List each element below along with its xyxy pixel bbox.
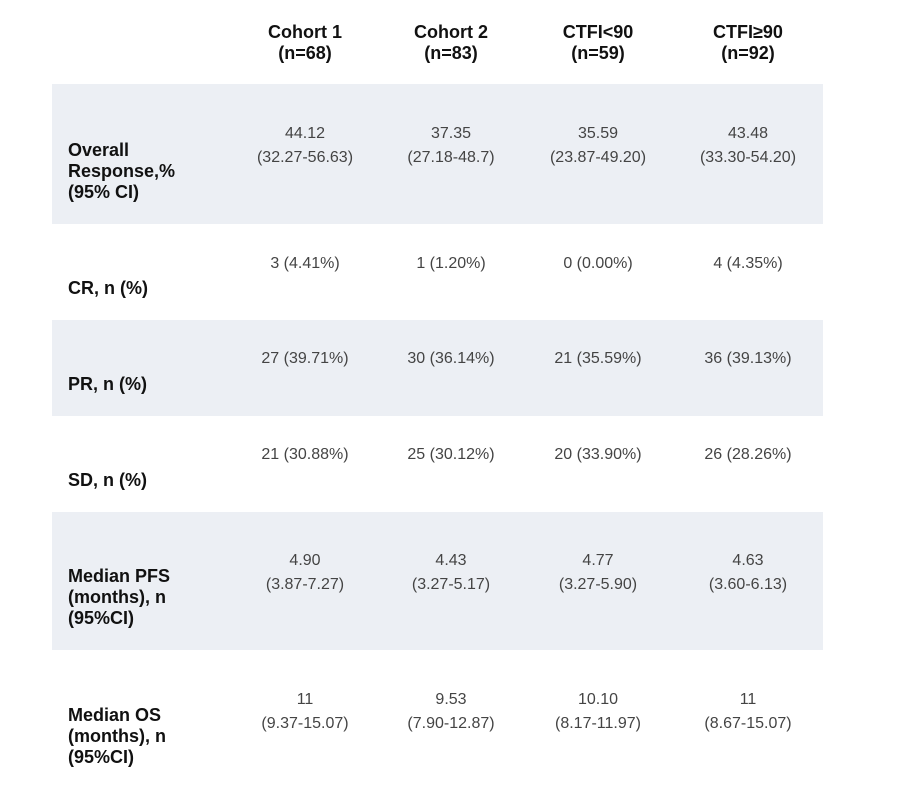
table-cell: 11 (9.37-15.07) xyxy=(261,691,349,732)
table-row-median-os: Median OS (months), n (95%CI) 11 (9.37-1… xyxy=(52,650,823,790)
table-cell: 1 (1.20%) xyxy=(416,255,486,272)
results-table: Cohort 1 (n=68) Cohort 2 (n=83) CTFI<90 … xyxy=(52,0,823,790)
table-cell: 44.12 (32.27-56.63) xyxy=(256,125,354,166)
table-header: Cohort 1 (n=68) Cohort 2 (n=83) CTFI<90 … xyxy=(52,0,823,84)
table-cell: 10.10 (8.17-11.97) xyxy=(555,691,641,732)
table-cell: 4.90 (3.87-7.27) xyxy=(265,552,345,593)
table-cell: 4.63 (3.60-6.13) xyxy=(708,552,788,593)
table-row-sd: SD, n (%) 21 (30.88%) 25 (30.12%) 20 (33… xyxy=(52,416,823,512)
table-cell: 20 (33.90%) xyxy=(554,446,642,463)
row-label: Median PFS (months), n (95%CI) xyxy=(68,566,171,628)
table-cell: 9.53 (7.90-12.87) xyxy=(407,691,495,732)
table-cell: 27 (39.71%) xyxy=(261,350,349,367)
table-cell: 37.35 (27.18-48.7) xyxy=(407,125,495,166)
table-cell: 4 (4.35%) xyxy=(713,255,783,272)
table-cell: 0 (0.00%) xyxy=(563,255,633,272)
table-cell: 36 (39.13%) xyxy=(704,350,792,367)
table-cell: 21 (30.88%) xyxy=(261,446,349,463)
row-label: PR, n (%) xyxy=(68,374,147,394)
table-cell: 4.43 (3.27-5.17) xyxy=(411,552,491,593)
column-header-ctfi-lt-90: CTFI<90 (n=59) xyxy=(562,22,634,63)
table-row-median-pfs: Median PFS (months), n (95%CI) 4.90 (3.8… xyxy=(52,512,823,650)
column-header-cohort-1: Cohort 1 (n=68) xyxy=(268,22,342,63)
row-label: Median OS (months), n (95%CI) xyxy=(68,705,166,767)
table-cell: 4.77 (3.27-5.90) xyxy=(558,552,638,593)
row-label: SD, n (%) xyxy=(68,470,147,490)
column-header-ctfi-ge-90: CTFI≥90 (n=92) xyxy=(713,22,783,63)
table-cell: 25 (30.12%) xyxy=(407,446,495,463)
table-cell: 35.59 (23.87-49.20) xyxy=(549,125,647,166)
table-cell: 21 (35.59%) xyxy=(554,350,642,367)
table-row-cr: CR, n (%) 3 (4.41%) 1 (1.20%) 0 (0.00%) … xyxy=(52,224,823,320)
column-header-cohort-2: Cohort 2 (n=83) xyxy=(414,22,488,63)
table-cell: 43.48 (33.30-54.20) xyxy=(699,125,797,166)
table-row-overall-response: Overall Response,% (95% CI) 44.12 (32.27… xyxy=(52,84,823,224)
table-cell: 30 (36.14%) xyxy=(407,350,495,367)
row-label: Overall Response,% (95% CI) xyxy=(68,140,176,202)
table-cell: 11 (8.67-15.07) xyxy=(704,691,792,732)
table-row-pr: PR, n (%) 27 (39.71%) 30 (36.14%) 21 (35… xyxy=(52,320,823,416)
table-cell: 3 (4.41%) xyxy=(270,255,340,272)
row-label: CR, n (%) xyxy=(68,278,148,298)
table-cell: 26 (28.26%) xyxy=(704,446,792,463)
